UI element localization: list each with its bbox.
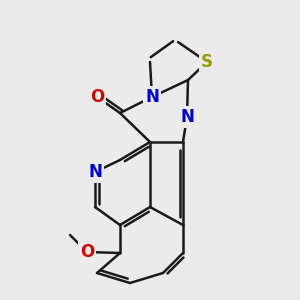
Text: O: O [90, 88, 104, 106]
Text: O: O [80, 243, 94, 261]
Text: N: N [88, 163, 102, 181]
Text: S: S [201, 53, 213, 71]
Text: N: N [180, 108, 194, 126]
Text: N: N [145, 88, 159, 106]
